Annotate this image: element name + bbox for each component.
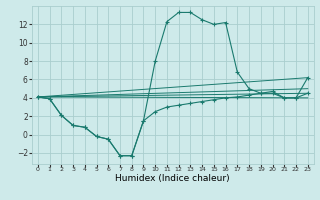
X-axis label: Humidex (Indice chaleur): Humidex (Indice chaleur) [116,174,230,183]
